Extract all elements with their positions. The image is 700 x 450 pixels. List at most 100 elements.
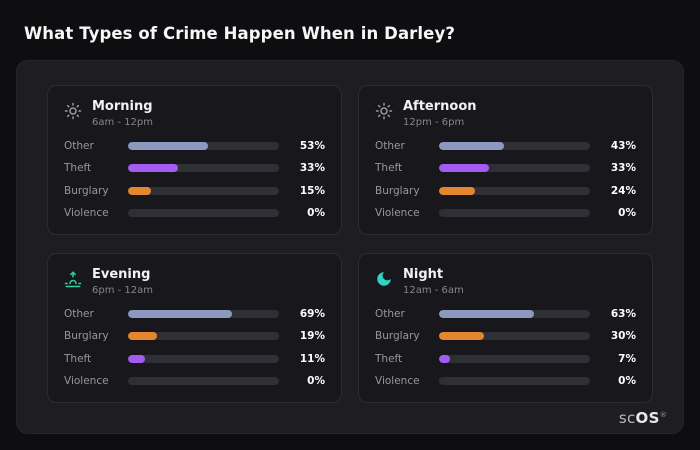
- bar-row: Violence 0%: [64, 206, 325, 220]
- card-header: Night 12am - 6am: [375, 267, 636, 296]
- scos-logo: scOS®: [619, 409, 667, 427]
- bar-track: [439, 354, 590, 363]
- card-afternoon: Afternoon 12pm - 6pm Other 43% Theft 33%…: [358, 85, 653, 235]
- card-header-text: Night 12am - 6am: [403, 267, 464, 296]
- bar-label: Theft: [64, 352, 92, 365]
- bar-row: Other 69%: [64, 307, 325, 321]
- bar-track: [439, 310, 590, 318]
- card-subtitle: 6am - 12pm: [92, 117, 154, 128]
- bar-value: 0%: [307, 206, 325, 219]
- bar-row: Other 53%: [64, 139, 325, 153]
- bar-track: [128, 208, 279, 217]
- bar-value: 53%: [299, 140, 325, 152]
- bar-value: 69%: [299, 308, 325, 320]
- bar-row: Theft 33%: [64, 161, 325, 175]
- logo-text-light: sc: [618, 409, 636, 427]
- card-header-text: Morning 6am - 12pm: [92, 99, 153, 128]
- bar-value: 19%: [299, 330, 325, 343]
- bar-label: Burglary: [375, 330, 420, 343]
- page-title: What Types of Crime Happen When in Darle…: [24, 24, 455, 43]
- bar-label: Other: [375, 308, 405, 320]
- bar-fill: [439, 142, 504, 150]
- bar-fill: [439, 186, 476, 195]
- bar-label: Theft: [64, 162, 92, 175]
- crime-stats-panel: Morning 6am - 12pm Other 53% Theft 33% B…: [16, 60, 684, 434]
- bar-track: [128, 142, 279, 150]
- bar-track: [128, 354, 279, 363]
- bar-value: 24%: [610, 184, 636, 197]
- bar-label: Violence: [375, 374, 420, 387]
- bar-value: 63%: [610, 308, 636, 320]
- bar-value: 11%: [299, 352, 325, 365]
- bar-row: Burglary 15%: [64, 184, 325, 198]
- bar-track: [439, 186, 590, 195]
- bar-rows: Other 43% Theft 33% Burglary 24% Violenc…: [375, 139, 636, 222]
- bar-label: Violence: [64, 374, 109, 387]
- card-evening: Evening 6pm - 12am Other 69% Burglary 19…: [47, 253, 342, 403]
- bar-label: Theft: [375, 162, 403, 175]
- bar-value: 43%: [610, 140, 636, 152]
- bar-fill: [439, 310, 535, 318]
- bar-fill: [128, 310, 233, 318]
- bar-row: Violence 0%: [64, 374, 325, 388]
- bar-fill: [439, 164, 489, 173]
- bar-track: [439, 332, 590, 341]
- bar-track: [439, 142, 590, 150]
- bar-track: [439, 208, 590, 217]
- card-subtitle: 12am - 6am: [403, 285, 464, 296]
- bar-value: 0%: [307, 374, 325, 387]
- bar-label: Burglary: [64, 184, 109, 197]
- bar-track: [128, 310, 279, 318]
- cards-grid: Morning 6am - 12pm Other 53% Theft 33% B…: [47, 85, 653, 403]
- sunset-icon: [64, 270, 82, 288]
- card-subtitle: 12pm - 6pm: [403, 117, 465, 128]
- bar-label: Burglary: [64, 330, 109, 343]
- bar-fill: [128, 186, 151, 195]
- card-header-text: Evening 6pm - 12am: [92, 267, 153, 296]
- logo-text-bold: OS: [635, 409, 660, 427]
- bar-row: Theft 11%: [64, 352, 325, 366]
- card-title: Afternoon: [403, 99, 477, 114]
- bar-value: 15%: [299, 184, 325, 197]
- bar-fill: [128, 332, 157, 341]
- bar-rows: Other 53% Theft 33% Burglary 15% Violenc…: [64, 139, 325, 222]
- card-morning: Morning 6am - 12pm Other 53% Theft 33% B…: [47, 85, 342, 235]
- bar-track: [439, 164, 590, 173]
- bar-value: 33%: [299, 162, 325, 175]
- bar-row: Violence 0%: [375, 374, 636, 388]
- card-subtitle: 6pm - 12am: [92, 285, 154, 296]
- bar-row: Burglary 30%: [375, 329, 636, 343]
- bar-label: Theft: [375, 352, 403, 365]
- card-header: Evening 6pm - 12am: [64, 267, 325, 296]
- card-header: Morning 6am - 12pm: [64, 99, 325, 128]
- card-header-text: Afternoon 12pm - 6pm: [403, 99, 477, 128]
- registered-mark: ®: [659, 411, 667, 419]
- bar-value: 7%: [618, 352, 636, 365]
- bar-label: Other: [375, 140, 405, 152]
- bar-value: 0%: [618, 206, 636, 219]
- bar-row: Theft 33%: [375, 161, 636, 175]
- bar-fill: [128, 164, 178, 173]
- bar-label: Burglary: [375, 184, 420, 197]
- bar-track: [128, 186, 279, 195]
- bar-row: Burglary 24%: [375, 184, 636, 198]
- bar-fill: [128, 142, 209, 150]
- bar-fill: [128, 354, 145, 363]
- bar-value: 0%: [618, 374, 636, 387]
- bar-row: Theft 7%: [375, 352, 636, 366]
- bar-label: Other: [64, 140, 94, 152]
- card-title: Morning: [92, 99, 153, 114]
- card-title: Evening: [92, 267, 151, 282]
- bar-fill: [439, 354, 450, 363]
- sun-icon: [375, 102, 393, 120]
- card-header: Afternoon 12pm - 6pm: [375, 99, 636, 128]
- bar-label: Violence: [64, 206, 109, 219]
- bar-row: Burglary 19%: [64, 329, 325, 343]
- sun-icon: [64, 102, 82, 120]
- bar-row: Other 43%: [375, 139, 636, 153]
- card-title: Night: [403, 267, 444, 282]
- bar-value: 30%: [610, 330, 636, 343]
- bar-rows: Other 69% Burglary 19% Theft 11% Violenc…: [64, 307, 325, 390]
- moon-icon: [375, 270, 393, 288]
- bar-fill: [439, 332, 485, 341]
